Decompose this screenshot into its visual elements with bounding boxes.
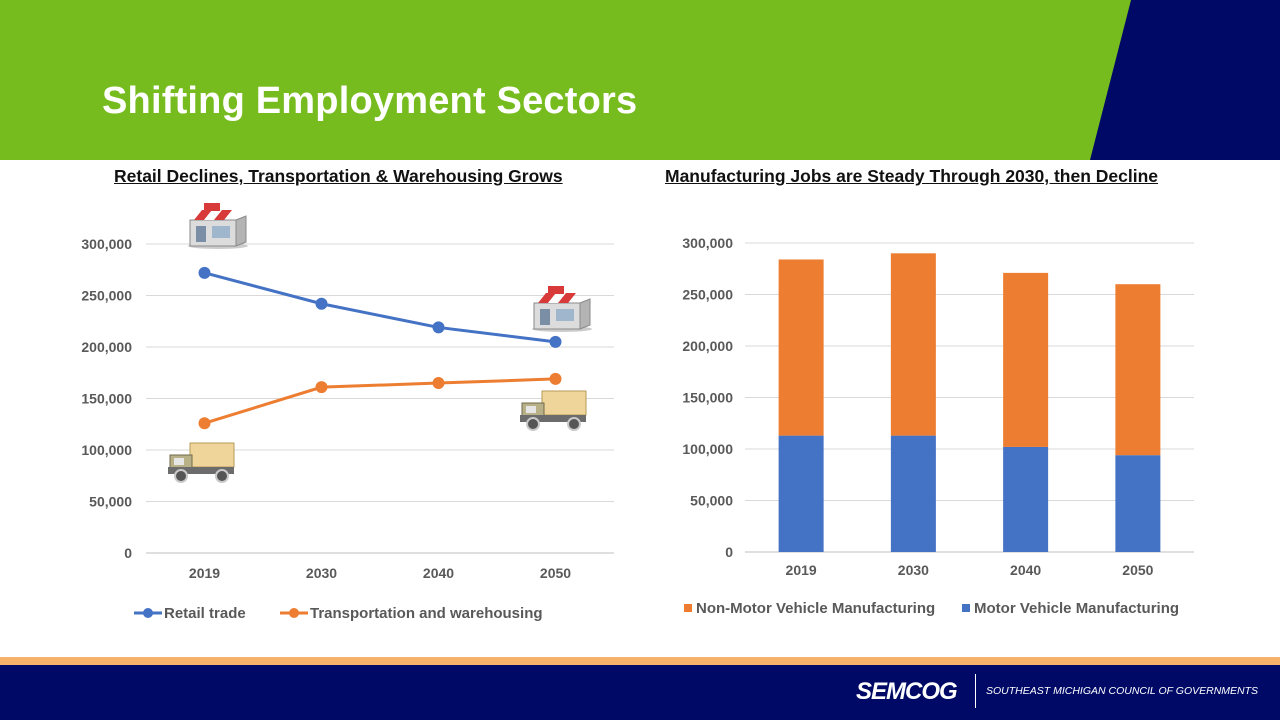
data-point [315,297,328,310]
y-tick-label: 0 [725,544,733,560]
bar-chart-title: Manufacturing Jobs are Steady Through 20… [665,166,1159,186]
y-tick-label: 50,000 [89,494,132,510]
y-tick-label: 300,000 [81,236,132,252]
header-navy-corner [1090,0,1280,160]
data-point [315,381,328,394]
line-chart-title: Retail Declines, Transportation & Wareho… [114,166,563,186]
x-tick-label: 2030 [306,565,337,581]
x-tick-label: 2019 [189,565,220,581]
footer-bar [0,665,1280,720]
series-line [204,377,556,425]
footer-divider [975,674,976,708]
bar-non-motor-vehicle [1115,284,1161,456]
legend-label: Retail trade [164,605,246,622]
x-tick-label: 2030 [898,562,929,578]
y-tick-label: 300,000 [682,235,733,251]
legend-marker [143,608,153,618]
x-tick-label: 2050 [540,565,571,581]
bar-non-motor-vehicle [890,253,936,436]
data-point [432,321,445,334]
truck-icon [520,390,587,431]
bar-motor-vehicle [1003,446,1049,552]
x-tick-label: 2040 [423,565,454,581]
legend-swatch [962,604,970,612]
header-green-band [0,0,1280,160]
legend-swatch [684,604,692,612]
x-tick-label: 2040 [1010,562,1041,578]
y-tick-label: 250,000 [682,287,733,303]
y-tick-label: 200,000 [81,339,132,355]
footer-tagline: SOUTHEAST MICHIGAN COUNCIL OF GOVERNMENT… [986,685,1259,697]
y-tick-label: 50,000 [690,493,733,509]
x-tick-label: 2019 [786,562,817,578]
store-icon [188,203,248,249]
data-point [549,335,562,348]
slide-title: Shifting Employment Sectors [102,80,638,122]
data-point [198,417,211,430]
legend-label: Transportation and warehousing [310,605,543,622]
bar-non-motor-vehicle [1003,272,1049,447]
bar-motor-vehicle [778,435,824,552]
data-point [549,372,562,385]
y-tick-label: 200,000 [682,338,733,354]
bar-motor-vehicle [1115,455,1161,552]
y-tick-label: 150,000 [682,390,733,406]
x-tick-label: 2050 [1122,562,1153,578]
footer-stripe [0,657,1280,665]
legend-label: Non-Motor Vehicle Manufacturing [696,600,935,617]
legend-label: Motor Vehicle Manufacturing [974,600,1179,617]
y-tick-label: 250,000 [81,288,132,304]
y-tick-label: 0 [124,545,132,561]
y-tick-label: 150,000 [81,391,132,407]
truck-icon [168,442,235,483]
y-tick-label: 100,000 [81,442,132,458]
data-point [432,377,445,390]
store-icon [532,286,592,332]
header-banner [0,0,1280,160]
semcog-logo: SEMCOG [856,678,958,705]
y-tick-label: 100,000 [682,441,733,457]
data-point [198,266,211,279]
series-line [204,271,556,344]
bar-motor-vehicle [890,435,936,552]
bar-non-motor-vehicle [778,259,824,436]
legend-marker [289,608,299,618]
